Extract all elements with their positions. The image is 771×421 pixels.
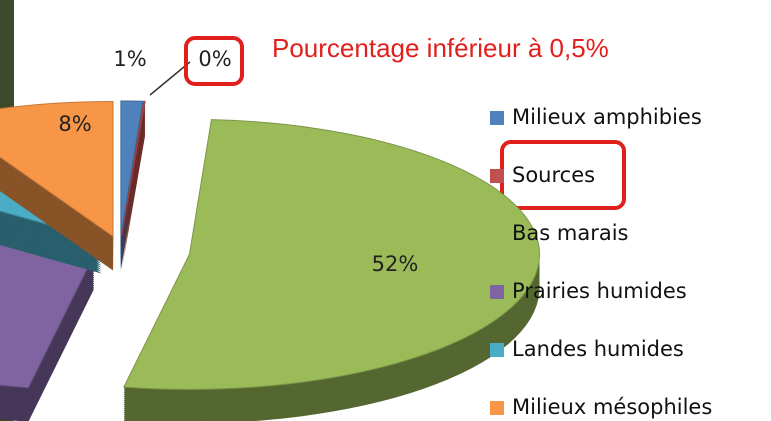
annotation: Pourcentage inférieur à 0,5%: [272, 30, 632, 66]
pie-slice: [121, 101, 143, 236]
legend-label: Sources: [512, 163, 595, 187]
legend-swatch: [490, 401, 504, 415]
legend-label: Landes humides: [512, 337, 684, 361]
legend-swatch: [490, 227, 504, 241]
legend-swatch: [490, 111, 504, 125]
legend-label: Bas marais: [512, 221, 629, 245]
legend-swatch: [490, 169, 504, 183]
data-label: 52%: [372, 252, 419, 276]
legend-label: Prairies humides: [512, 279, 687, 303]
legend-label: Milieux mésophiles: [512, 395, 712, 419]
data-label: 1%: [113, 47, 146, 71]
legend-swatch: [490, 343, 504, 357]
legend-swatch: [490, 285, 504, 299]
data-label: 8%: [58, 112, 91, 136]
page: {"chart_data": {"type": "pie", "categori…: [0, 0, 771, 421]
data-label: 0%: [198, 47, 231, 71]
legend-label: Milieux amphibies: [512, 105, 702, 129]
